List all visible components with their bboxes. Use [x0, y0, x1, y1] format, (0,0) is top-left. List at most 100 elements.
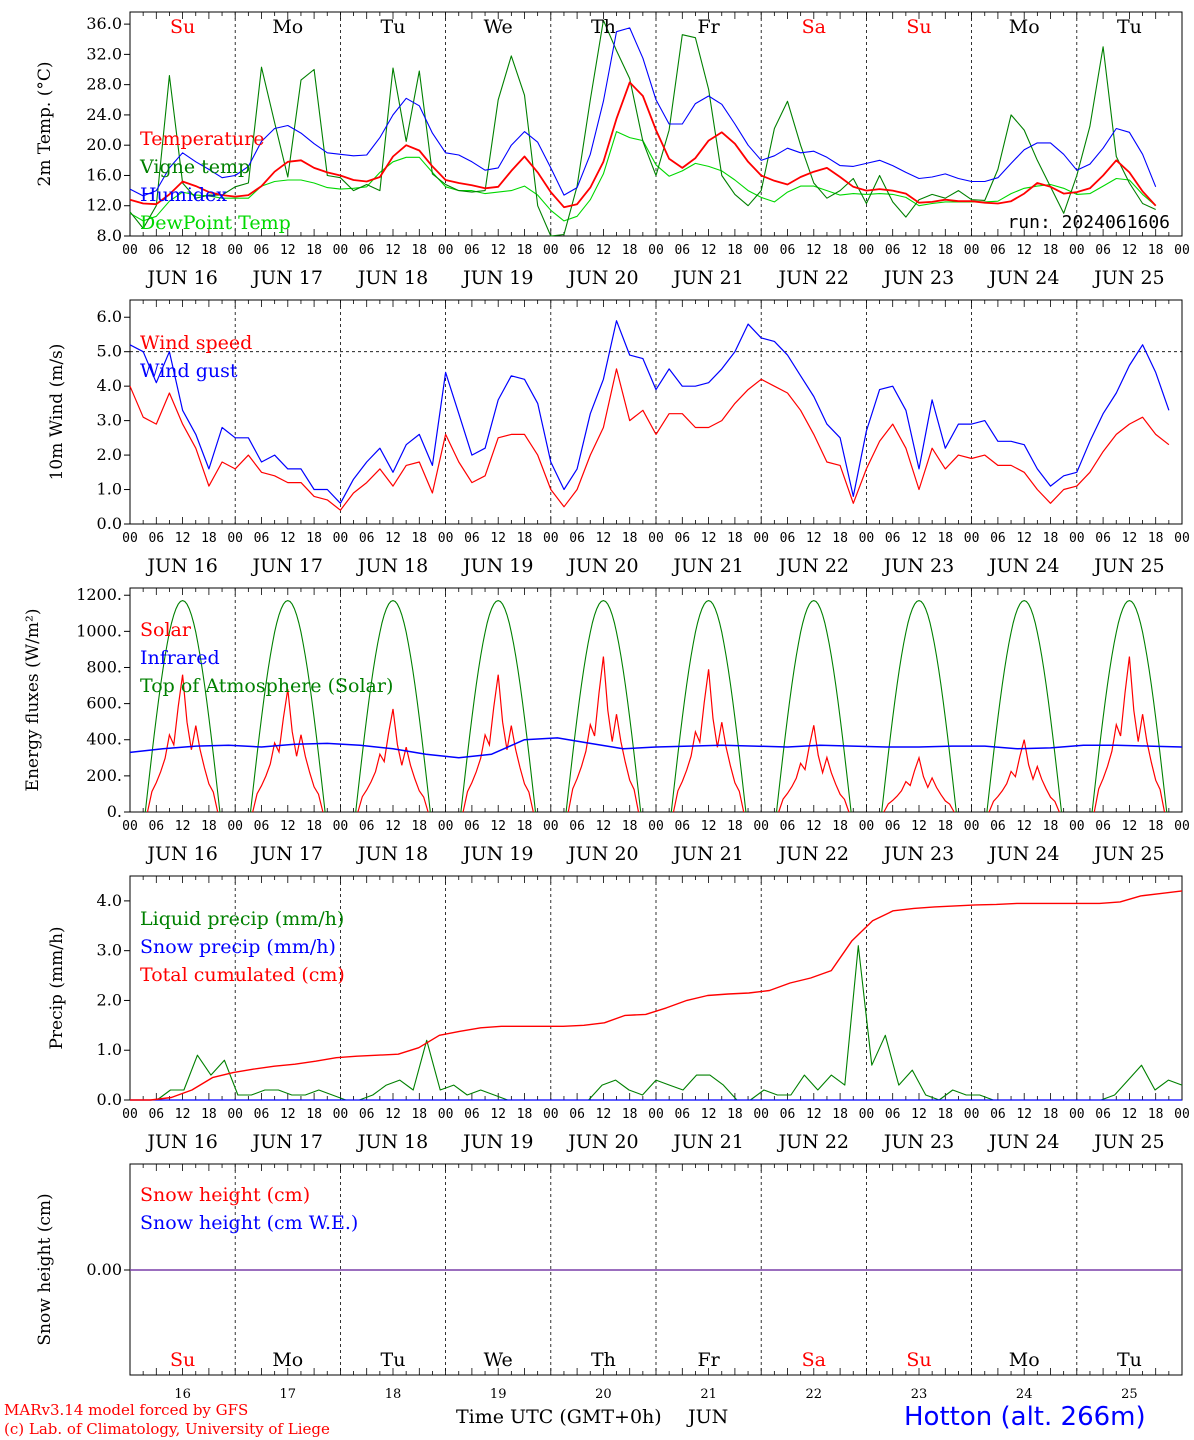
hour-tick-label: 12 — [175, 819, 191, 834]
weekday-label: We — [484, 16, 513, 38]
hour-tick-label: 06 — [674, 531, 690, 546]
hour-tick-label: 12 — [911, 243, 927, 258]
legend-entry: Total cumulated (cm) — [140, 964, 345, 986]
legend-entry: Liquid precip (mm/h) — [140, 908, 344, 930]
date-label: JUN 23 — [882, 555, 954, 577]
date-label: JUN 19 — [461, 555, 533, 577]
day-number-label: 25 — [1121, 1387, 1138, 1402]
date-label: JUN 17 — [251, 1131, 323, 1153]
panel-4: 00 06 12 18 JUN 16 00 06 12 18 JUN 17 00 06 12 18 JUN … — [47, 875, 1190, 1153]
hour-tick-label: 06 — [359, 1107, 375, 1122]
toa-solar-arc — [881, 600, 957, 813]
date-label: JUN 21 — [671, 1131, 743, 1153]
y-tick-label: 12.0 — [86, 196, 122, 215]
x-axis-month: JUN — [688, 1406, 729, 1428]
hour-tick-label: 06 — [780, 819, 796, 834]
toa-solar-arc — [670, 600, 747, 813]
date-label: JUN 20 — [566, 843, 638, 865]
legend-entry: Temperature — [140, 128, 264, 150]
toa-solar-arc — [565, 600, 642, 813]
hour-tick-label: 00 — [333, 531, 349, 546]
hour-tick-label: 00 — [438, 1107, 454, 1122]
hour-tick-label: 18 — [411, 531, 427, 546]
date-label: JUN 22 — [777, 843, 849, 865]
hour-tick-label: 06 — [990, 531, 1006, 546]
hour-tick-label: 18 — [517, 531, 533, 546]
y-tick-label: 0.0 — [97, 514, 122, 533]
y-tick-label: 4.0 — [97, 376, 122, 395]
hour-tick-label: 12 — [490, 819, 506, 834]
hour-tick-label: 18 — [306, 531, 322, 546]
hour-tick-label: 00 — [1174, 1107, 1190, 1122]
hour-tick-label: 06 — [780, 1107, 796, 1122]
y-tick-label: 1200. — [76, 585, 122, 604]
day-number-label: 19 — [490, 1387, 507, 1402]
date-label: JUN 23 — [882, 1131, 954, 1153]
hour-tick-label: 00 — [964, 243, 980, 258]
hour-tick-label: 12 — [1122, 1107, 1138, 1122]
hour-tick-label: 18 — [622, 819, 638, 834]
hour-tick-label: 12 — [175, 531, 191, 546]
hour-tick-label: 06 — [464, 819, 480, 834]
hour-tick-label: 18 — [727, 243, 743, 258]
hour-tick-label: 00 — [648, 531, 664, 546]
hour-tick-label: 00 — [333, 819, 349, 834]
hour-tick-label: 06 — [148, 531, 164, 546]
hour-tick-label: 18 — [937, 1107, 953, 1122]
hour-tick-label: 00 — [964, 531, 980, 546]
hour-tick-label: 06 — [464, 531, 480, 546]
toa-solar-arc — [775, 600, 852, 813]
hour-tick-label: 18 — [1148, 243, 1164, 258]
date-label: JUN 17 — [251, 555, 323, 577]
hour-tick-label: 18 — [201, 819, 217, 834]
day-number-label: 18 — [385, 1387, 402, 1402]
legend-entry: Wind gust — [140, 360, 238, 382]
y-tick-label: 0.0 — [97, 1090, 122, 1109]
legend-entry: Humidex — [140, 184, 227, 206]
hour-tick-label: 12 — [1016, 1107, 1032, 1122]
legend-entry: Snow precip (mm/h) — [140, 936, 336, 958]
hour-tick-label: 18 — [411, 1107, 427, 1122]
hour-tick-label: 12 — [490, 243, 506, 258]
date-label: JUN 20 — [566, 267, 638, 289]
hour-tick-label: 12 — [385, 531, 401, 546]
hour-tick-label: 06 — [885, 1107, 901, 1122]
solar-day-curve — [357, 708, 429, 813]
hour-tick-label: 18 — [517, 1107, 533, 1122]
toa-solar-arc — [1091, 600, 1168, 813]
date-label: JUN 23 — [882, 843, 954, 865]
hour-tick-label: 18 — [832, 243, 848, 258]
weekday-label: Mo — [1009, 1349, 1040, 1371]
weekday-label: Tu — [1117, 16, 1142, 38]
y-tick-label: 0. — [107, 802, 122, 821]
day-number-label: 16 — [174, 1387, 191, 1402]
day-number-label: 24 — [1016, 1387, 1033, 1402]
hour-tick-label: 06 — [359, 531, 375, 546]
date-label: JUN 16 — [145, 1131, 217, 1153]
hour-tick-label: 00 — [543, 531, 559, 546]
panel-frame — [129, 11, 1183, 237]
hour-tick-label: 18 — [306, 1107, 322, 1122]
hour-tick-label: 00 — [964, 1107, 980, 1122]
date-label: JUN 25 — [1092, 1131, 1164, 1153]
date-label: JUN 24 — [987, 843, 1059, 865]
hour-tick-label: 06 — [464, 1107, 480, 1122]
panel-frame — [129, 587, 1183, 813]
day-number-label: 23 — [911, 1387, 928, 1402]
hour-tick-label: 18 — [1148, 1107, 1164, 1122]
hour-tick-label: 06 — [254, 531, 270, 546]
y-tick-label: 4.0 — [97, 891, 122, 910]
date-label: JUN 24 — [987, 267, 1059, 289]
date-label: JUN 21 — [671, 555, 743, 577]
date-label: JUN 25 — [1092, 555, 1164, 577]
hour-tick-label: 18 — [937, 243, 953, 258]
hour-tick-label: 18 — [727, 1107, 743, 1122]
hour-tick-label: 06 — [254, 819, 270, 834]
solar-day-curve — [672, 669, 745, 813]
panel-1: 00 06 12 18 JUN 16 00 06 12 18 JUN 17 00 06 12 18 JUN … — [35, 11, 1190, 289]
hour-tick-label: 06 — [885, 531, 901, 546]
hour-tick-label: 18 — [1043, 531, 1059, 546]
legend-entry: DewPoint Temp — [140, 212, 291, 234]
hour-tick-label: 12 — [1016, 243, 1032, 258]
hour-tick-label: 18 — [517, 243, 533, 258]
